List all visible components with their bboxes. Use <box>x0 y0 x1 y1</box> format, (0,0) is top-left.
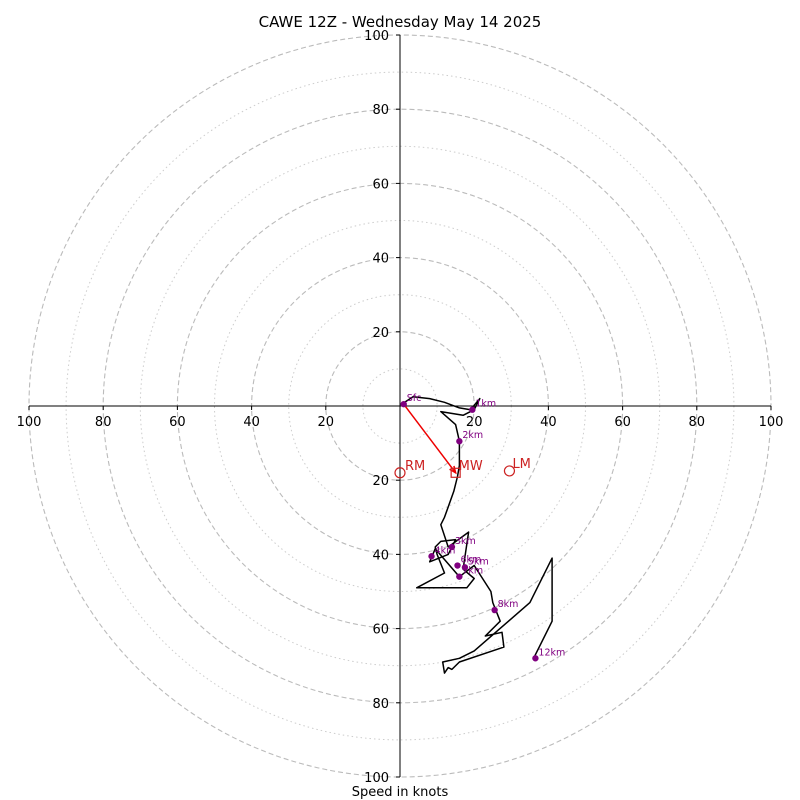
height-marker-4km <box>428 553 435 560</box>
left-mover-label: LM <box>512 457 530 472</box>
x-tick-label: 60 <box>614 415 631 430</box>
height-label-5km: 5km <box>468 556 489 567</box>
height-label-8km: 8km <box>498 599 519 610</box>
y-tick-label: 100 <box>364 29 389 44</box>
chart-title: CAWE 12Z - Wednesday May 14 2025 <box>259 13 542 31</box>
y-tick-label: 40 <box>372 252 389 267</box>
x-axis-label: Speed in knots <box>352 785 449 800</box>
x-tick-label: 40 <box>540 415 557 430</box>
height-label-12km: 12km <box>538 647 565 658</box>
x-tick-label: 40 <box>243 415 260 430</box>
y-tick-label: 80 <box>372 103 389 118</box>
height-label-3km: 3km <box>455 536 476 547</box>
x-tick-label: 80 <box>95 415 112 430</box>
hodograph-trace <box>401 395 553 674</box>
x-tick-label: 20 <box>318 415 335 430</box>
height-label-7km: 7km <box>462 566 483 577</box>
height-marker-7km <box>456 573 463 580</box>
height-label-4km: 4km <box>435 545 456 556</box>
height-label-2km: 2km <box>462 430 483 441</box>
mean-wind-label: MW <box>459 459 483 474</box>
right-mover-label: RM <box>405 459 425 474</box>
x-tick-label: 60 <box>169 415 186 430</box>
x-tick-label: 20 <box>466 415 483 430</box>
x-tick-label: 80 <box>689 415 706 430</box>
height-marker-sfc <box>400 400 407 408</box>
mean-wind-marker <box>450 467 461 478</box>
x-tick-label: 100 <box>17 415 42 430</box>
height-marker-6km <box>454 562 461 569</box>
height-marker-2km <box>456 438 463 445</box>
tick-labels: 100 80 60 40 20 20 40 60 80 100 100 80 60 40 20 20 40 60 8… <box>17 29 784 786</box>
x-tick-label: 100 <box>759 415 784 430</box>
axes <box>29 35 771 777</box>
height-label-6km: 6km <box>461 555 482 566</box>
mean-wind-vector <box>403 403 457 474</box>
height-label-1km: 1km <box>475 399 496 410</box>
right-mover-marker <box>394 467 406 479</box>
y-tick-label: 80 <box>372 697 389 712</box>
height-marker-12km <box>532 655 539 662</box>
height-marker-8km <box>491 606 498 614</box>
height-marker-5km <box>461 564 469 571</box>
y-tick-label: 40 <box>372 548 389 563</box>
left-mover-marker <box>503 465 516 477</box>
y-tick-label: 60 <box>372 623 389 638</box>
storm-motions: RM LM MW <box>394 457 531 479</box>
hodograph-line <box>401 395 553 674</box>
height-marker-3km <box>448 543 456 551</box>
y-tick-label: 100 <box>364 771 389 786</box>
height-label-sfc: Sfc <box>407 393 422 404</box>
y-tick-label: 20 <box>372 326 389 341</box>
y-tick-label: 20 <box>372 474 389 489</box>
y-tick-label: 60 <box>372 177 389 192</box>
height-marker-1km <box>469 406 476 413</box>
